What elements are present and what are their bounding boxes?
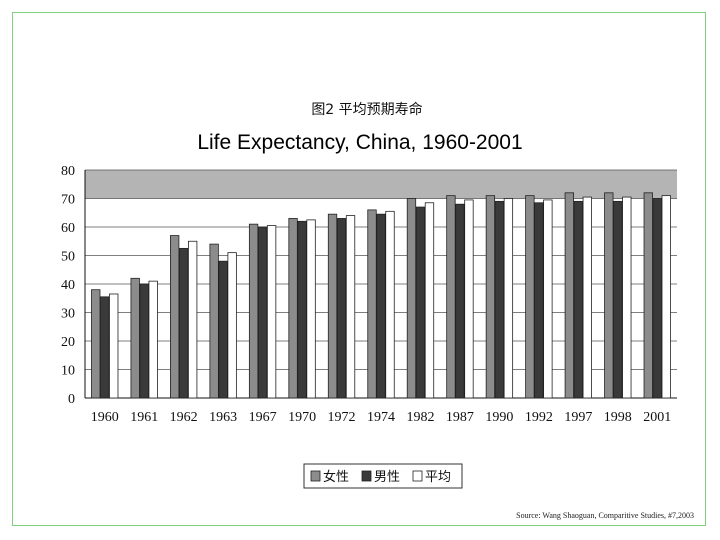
bar-男性-1987: [455, 203, 465, 399]
bar-男性-1982: [415, 206, 426, 399]
bar-男性-1997: [573, 200, 583, 399]
y-tick-label: 20: [61, 335, 75, 350]
chart-title: Life Expectancy, China, 1960-2001: [197, 131, 522, 154]
x-tick-label: 1960: [91, 410, 119, 425]
bar-平均-1962: [188, 240, 198, 399]
bar-男性-1998: [613, 200, 623, 399]
legend-label: 男性: [374, 470, 400, 485]
x-tick-label: 1972: [328, 410, 356, 425]
bar-平均-1961: [148, 280, 158, 399]
y-tick-label: 60: [61, 221, 75, 236]
plot-area: 0 10 20 30 40 50 60 70 80 1960 1961 1962 1963 1967 197…: [61, 164, 677, 425]
y-tick-label: 0: [68, 392, 75, 407]
y-tick-label: 10: [61, 364, 75, 379]
x-tick-label: 1970: [288, 410, 316, 425]
bar-男性-1974: [376, 213, 386, 399]
x-tick-label: 1987: [446, 410, 474, 425]
bar-平均-1992: [543, 199, 553, 399]
bar-平均-1997: [582, 196, 592, 399]
source-note: Source: Wang Shaoguan, Comparitive Studi…: [516, 511, 694, 520]
bar-男性-2001: [652, 198, 662, 399]
bar-女性-1961: [130, 277, 140, 399]
bar-男性-1963: [218, 260, 228, 399]
bar-男性-1992: [534, 202, 544, 399]
legend-swatch-平均: [412, 470, 423, 482]
y-tick-label: 30: [61, 307, 75, 322]
x-tick-label: 1967: [249, 410, 277, 425]
bar-女性-1992: [525, 195, 535, 399]
life-expectancy-chart: 图2 平均预期寿命 Life Expectancy, China, 1960-2…: [61, 101, 677, 489]
y-tick-label: 40: [61, 278, 75, 293]
bar-女性-1960: [91, 289, 101, 399]
chart-title-chinese: 图2 平均预期寿命: [311, 101, 422, 118]
x-tick-label: 2001: [643, 410, 671, 425]
bar-女性-1997: [564, 192, 574, 399]
bar-平均-1990: [503, 198, 514, 399]
legend: 女性 男性 平均: [303, 463, 463, 489]
x-tick-label: 1997: [564, 410, 592, 425]
x-tick-label: 1998: [604, 410, 632, 425]
bar-平均-1967: [266, 225, 277, 399]
bar-女性-1974: [367, 209, 377, 399]
x-tick-label: 1982: [406, 410, 434, 425]
y-tick-label: 80: [61, 164, 75, 179]
bar-平均-1998: [622, 196, 632, 399]
bar-女性-1982: [406, 198, 417, 399]
bar-女性-1990: [485, 195, 496, 399]
bar-平均-1974: [385, 210, 395, 399]
bar-女性-1970: [288, 218, 298, 399]
bar-女性-1963: [209, 243, 219, 399]
bar-女性-2001: [643, 192, 653, 399]
bar-平均-1987: [464, 199, 474, 399]
bar-女性-1972: [327, 213, 338, 399]
chart-figure: 图2 平均预期寿命 Life Expectancy, China, 1960-2…: [42, 66, 692, 498]
x-tick-label: 1963: [209, 410, 237, 425]
x-tick-label: 1992: [525, 410, 553, 425]
x-tick-label: 1990: [485, 410, 513, 425]
bar-男性-1990: [494, 200, 505, 399]
bar-男性-1972: [336, 218, 347, 399]
legend-swatch-男性: [361, 470, 372, 482]
bar-平均-1972: [345, 215, 356, 399]
bar-平均-1970: [306, 219, 316, 399]
x-tick-label: 1961: [130, 410, 158, 425]
bar-女性-1987: [446, 195, 456, 399]
shaded-band: [85, 170, 677, 199]
bar-男性-1967: [257, 226, 268, 399]
bar-平均-2001: [661, 195, 671, 399]
y-tick-label: 50: [61, 250, 75, 265]
x-tick-label: 1962: [170, 410, 198, 425]
bar-平均-1960: [109, 293, 119, 399]
x-tick-label: 1974: [367, 410, 395, 425]
bar-男性-1962: [179, 247, 189, 399]
bar-男性-1960: [100, 296, 110, 399]
bar-女性-1967: [248, 223, 259, 399]
bar-男性-1970: [297, 220, 307, 399]
bar-女性-1998: [604, 192, 614, 399]
bar-平均-1982: [424, 202, 435, 399]
bar-男性-1961: [139, 283, 149, 399]
bar-女性-1962: [170, 235, 180, 399]
legend-label: 平均: [425, 470, 451, 485]
legend-box: [303, 463, 463, 489]
bar-平均-1963: [227, 252, 237, 399]
y-tick-label: 70: [61, 193, 75, 208]
legend-label: 女性: [323, 469, 349, 485]
legend-swatch-女性: [310, 470, 321, 482]
